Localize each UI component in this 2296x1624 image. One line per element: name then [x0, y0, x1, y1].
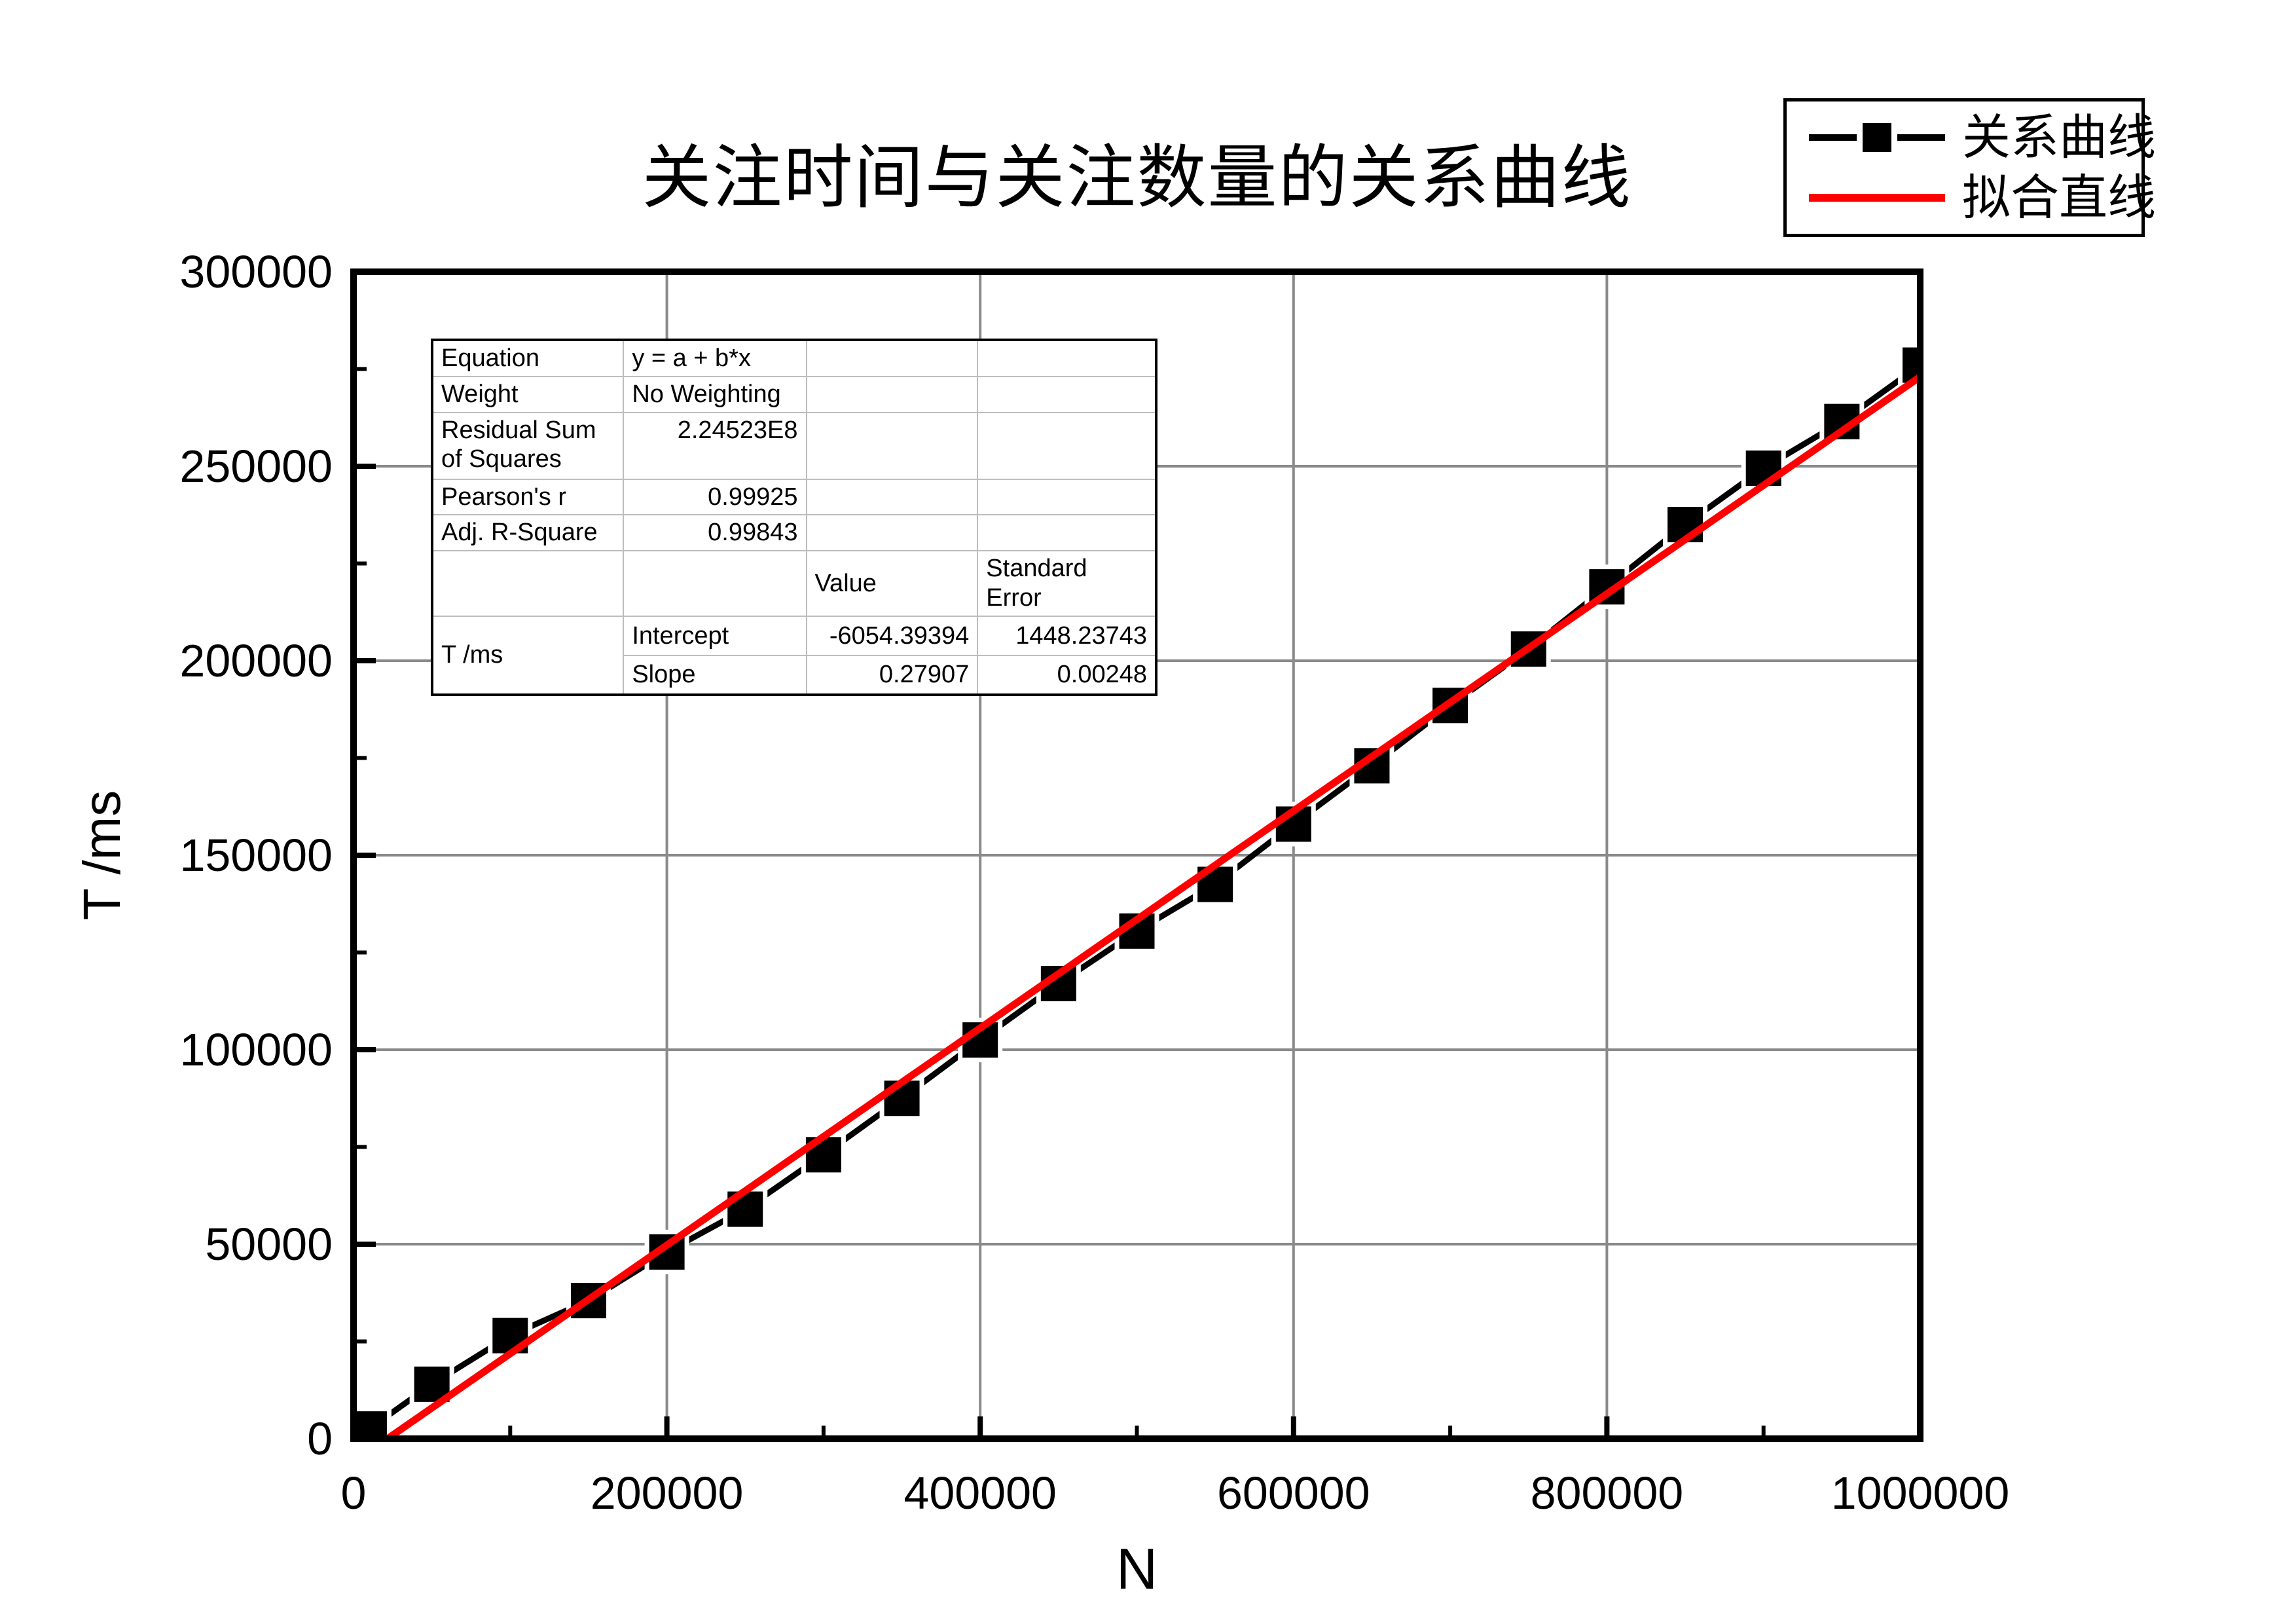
stats-adjr-label: Adj. R-Square: [431, 514, 625, 552]
series-line-sample-left: [1809, 134, 1857, 141]
fit-stats-table: Equation y = a + b*x Weight No Weighting…: [431, 339, 1157, 696]
stats-row-intercept: T /ms Intercept -6054.39394 1448.23743: [431, 615, 1157, 695]
stats-intercept-label: Intercept: [623, 615, 807, 656]
stats-weight-label: Weight: [431, 375, 625, 413]
stats-equation-label: Equation: [431, 339, 625, 377]
x-tick-label: 1000000: [1831, 1467, 2010, 1519]
y-tick-label: 200000: [179, 635, 333, 686]
y-tick-label: 150000: [179, 830, 333, 881]
stats-intercept-value: -6054.39394: [805, 615, 979, 656]
x-tick-label: 400000: [903, 1467, 1057, 1519]
series-line-marker-sample: [1809, 123, 1945, 152]
fit-line-sample: [1809, 194, 1945, 202]
x-axis-title: N: [1116, 1536, 1158, 1601]
stats-row-adjr: Adj. R-Square 0.99843: [431, 514, 1157, 552]
stats-weight-value: No Weighting: [623, 375, 807, 413]
stats-slope-value: 0.27907: [805, 654, 979, 695]
legend-series-label: 关系曲线: [1962, 110, 2156, 164]
stats-pearson-label: Pearson's r: [431, 478, 625, 516]
y-tick-label: 250000: [179, 441, 333, 492]
y-axis-title: T /ms: [73, 790, 131, 921]
stats-depvar-label: T /ms: [431, 615, 625, 695]
legend: 关系曲线 拟合直线: [1783, 98, 2156, 237]
x-tick-label: 0: [340, 1467, 367, 1519]
series-square-marker-icon: [1863, 123, 1891, 152]
stats-rss-value: 2.24523E8: [623, 411, 807, 480]
stats-row-rss: Residual Sum of Squares 2.24523E8: [431, 411, 1157, 480]
stats-stderr-header: Standard Error: [977, 550, 1157, 617]
y-tick-label: 50000: [205, 1219, 333, 1270]
legend-entry-series: 关系曲线: [1809, 109, 2156, 166]
stats-slope-stderr: 0.00248: [977, 654, 1157, 695]
stats-intercept-stderr: 1448.23743: [977, 615, 1157, 656]
x-tick-label: 200000: [590, 1467, 744, 1519]
stats-row-weight: Weight No Weighting: [431, 375, 1157, 413]
x-tick-label: 600000: [1217, 1467, 1370, 1519]
stats-row-pearson: Pearson's r 0.99925: [431, 478, 1157, 516]
stats-slope-label: Slope: [623, 654, 807, 695]
x-tick-label: 800000: [1530, 1467, 1684, 1519]
stats-row-equation: Equation y = a + b*x: [431, 339, 1157, 377]
fit-line-sample-stroke: [1809, 194, 1945, 202]
stats-row-slope: Slope 0.27907 0.00248: [432, 654, 1157, 695]
stats-rss-label: Residual Sum of Squares: [431, 411, 625, 480]
chart-title: 关注时间与关注数量的关系曲线: [642, 139, 1632, 217]
legend-entry-fit: 拟合直线: [1809, 170, 2156, 226]
stats-equation-value: y = a + b*x: [623, 339, 807, 377]
y-tick-label: 0: [307, 1413, 333, 1464]
stats-row-headers: Value Standard Error: [431, 550, 1157, 617]
series-line-sample-right: [1897, 134, 1945, 141]
y-tick-label: 100000: [179, 1024, 333, 1075]
stats-pearson-value: 0.99925: [623, 478, 807, 516]
stats-adjr-value: 0.99843: [623, 514, 807, 552]
legend-fit-label: 拟合直线: [1962, 170, 2156, 225]
stats-value-header: Value: [805, 550, 979, 617]
y-tick-label: 300000: [179, 246, 333, 297]
